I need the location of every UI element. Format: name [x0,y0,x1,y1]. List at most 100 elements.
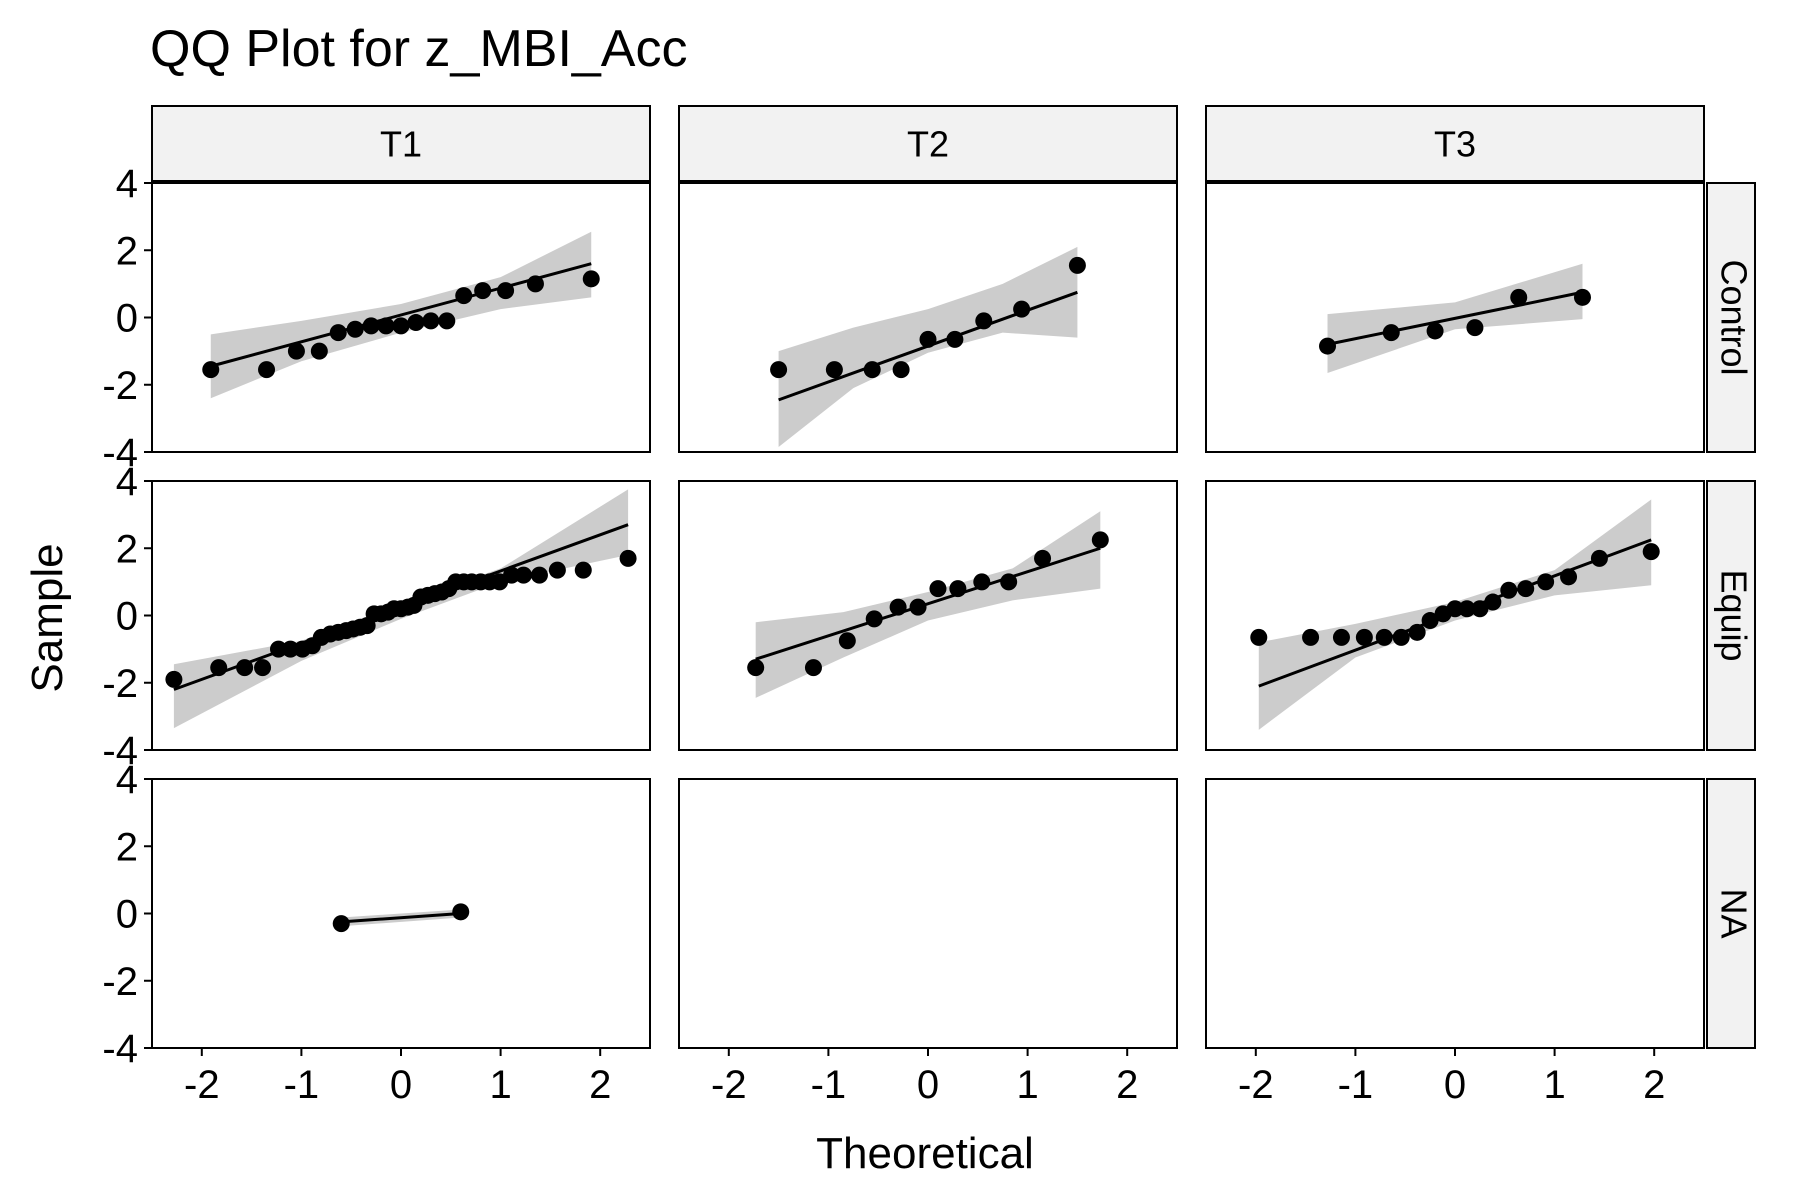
data-point [619,549,637,567]
y-tick-label: 2 [116,825,138,869]
data-point [929,580,947,598]
reference-line [341,912,461,924]
panel-background [679,779,1177,1048]
data-point [1500,581,1518,599]
data-point [1458,600,1476,618]
panel-t3-na [1205,778,1705,1049]
y-tick-label: -2 [102,662,138,706]
data-point [1426,322,1444,340]
data-point [1517,580,1535,598]
panel-border [678,182,1178,453]
data-point [889,598,907,616]
x-tick-label: 1 [489,1063,511,1107]
data-point [1000,573,1018,591]
panel-t2-equip [678,480,1178,751]
data-point [310,342,328,360]
facet-strip-label: T3 [1434,124,1476,165]
data-point [1471,600,1489,618]
data-point [804,659,822,677]
data-point [236,659,254,677]
data-point [1091,531,1109,549]
y-tick-label: -2 [102,364,138,408]
data-point [1355,628,1373,646]
data-point [825,361,843,379]
data-point [1590,549,1608,567]
x-tick-label: 0 [390,1063,412,1107]
x-tick-label: -2 [711,1063,747,1107]
panel-t1-control [151,182,651,453]
data-point [474,282,492,300]
data-point [438,312,456,330]
reference-line [1327,290,1583,346]
facet-strip-na [1706,778,1756,1049]
panel-t3-equip [1205,480,1705,751]
x-tick-label: -1 [811,1063,847,1107]
data-point [530,566,548,584]
y-tick-label: 4 [116,758,138,802]
x-tick-label: -2 [1238,1063,1274,1107]
data-point [1446,600,1464,618]
data-point [1392,628,1410,646]
y-tick-label: 0 [116,595,138,639]
data-point [1573,288,1591,306]
x-tick-label: 1 [1543,1063,1565,1107]
x-tick-label: -1 [1338,1063,1374,1107]
y-tick-label: 2 [116,229,138,273]
facet-strip-label: T1 [380,124,422,165]
x-tick-label: -1 [284,1063,320,1107]
data-point [548,561,566,579]
x-tick-label: 0 [1444,1063,1466,1107]
x-tick-label: -2 [184,1063,220,1107]
panel-border [1205,778,1705,1049]
data-point [329,324,347,342]
data-point [582,270,600,288]
y-tick-label: -4 [102,431,138,475]
data-point [1510,288,1528,306]
data-point [1302,628,1320,646]
facet-strip-label: Control [1713,259,1754,375]
data-point [526,275,544,293]
data-point [377,317,395,335]
data-point [909,598,927,616]
data-point [1421,612,1439,630]
data-point [1466,319,1484,337]
panel-background [1206,779,1704,1048]
data-point [515,566,533,584]
data-point [1375,628,1393,646]
panel-border [678,778,1178,1049]
y-tick-label: 0 [116,297,138,341]
y-tick-label: -4 [102,1027,138,1071]
data-point [1560,568,1578,586]
data-point [281,640,299,658]
data-point [497,282,515,300]
y-tick-label: 4 [116,460,138,504]
facet-strip-label: NA [1713,888,1754,938]
data-point [452,903,470,921]
data-point [892,361,910,379]
data-point [1250,628,1268,646]
data-point [949,580,967,598]
data-point [1332,628,1350,646]
x-tick-label: 1 [1016,1063,1038,1107]
data-point [770,361,788,379]
data-point [165,670,183,688]
panel-t2-na [678,778,1178,1049]
data-point [210,659,228,677]
panel-t2-control [678,182,1178,453]
panel-t3-control [1205,182,1705,453]
facet-strip-t2 [678,105,1178,182]
data-point [202,361,220,379]
data-point [269,640,287,658]
data-point [362,317,380,335]
facet-strip-label: Equip [1713,569,1754,661]
data-point [975,312,993,330]
data-point [1068,256,1086,274]
data-point [863,361,881,379]
x-tick-label: 2 [1116,1063,1138,1107]
x-tick-label: 0 [917,1063,939,1107]
data-point [973,573,991,591]
panel-border [678,480,1178,751]
data-point [392,317,410,335]
data-point [1013,300,1031,318]
